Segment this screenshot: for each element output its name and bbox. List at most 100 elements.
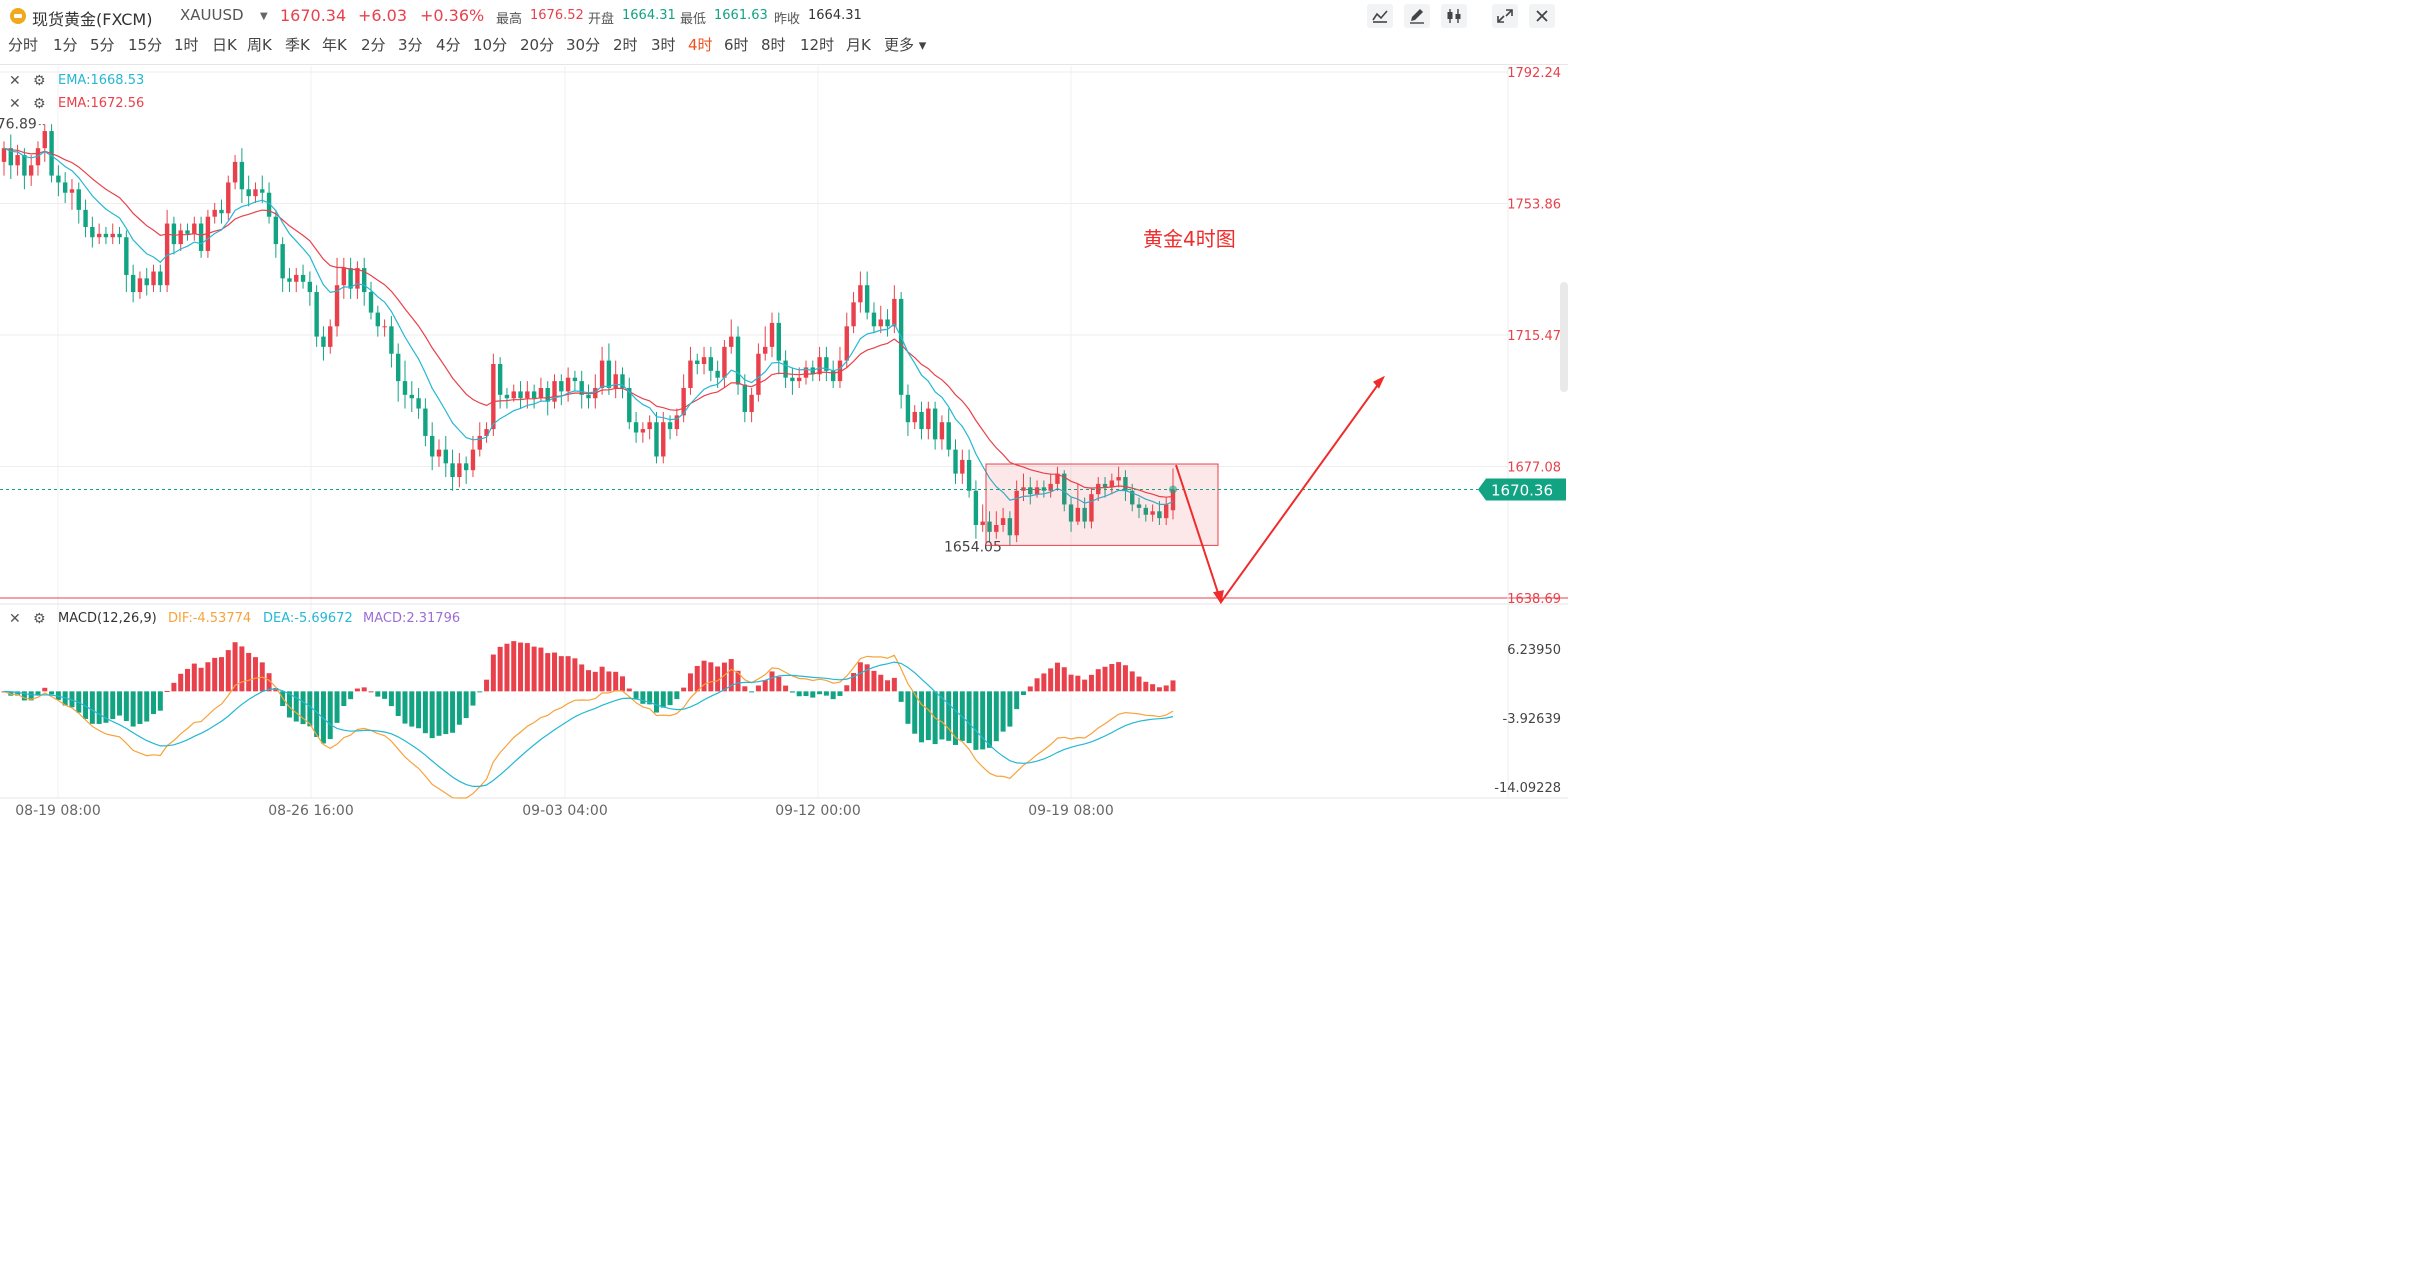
close-icon[interactable]: ✕ xyxy=(9,611,21,627)
candle-body xyxy=(606,360,612,388)
candle-body xyxy=(450,463,455,478)
close-icon[interactable]: ✕ xyxy=(9,73,21,89)
dif-legend: DIF:-4.53774 xyxy=(168,611,252,626)
candle-body xyxy=(226,182,231,214)
candle-body xyxy=(586,394,591,399)
candle-body xyxy=(22,155,27,176)
macd-bar xyxy=(660,691,666,708)
macd-bar xyxy=(49,691,55,695)
x-tick-label: 08-19 08:00 xyxy=(15,803,100,819)
candle-body xyxy=(1048,483,1053,491)
candle-body xyxy=(756,353,761,395)
macd-bar xyxy=(647,691,653,705)
macd-bar xyxy=(565,656,571,692)
line-tool-icon[interactable] xyxy=(1367,4,1393,28)
gear-icon[interactable]: ⚙ xyxy=(33,96,46,112)
period-19[interactable]: 8时 xyxy=(761,36,786,54)
period-5[interactable]: 日K xyxy=(212,36,237,54)
period-14[interactable]: 30分 xyxy=(566,36,601,54)
x-tick-label: 09-12 00:00 xyxy=(775,803,860,819)
macd-bar xyxy=(667,691,673,706)
candle-body xyxy=(151,271,156,286)
candle-body xyxy=(783,360,788,378)
y-tick-label: 1792.24 xyxy=(1507,66,1561,81)
period-6[interactable]: 周K xyxy=(247,36,272,54)
period-15[interactable]: 2时 xyxy=(613,36,638,54)
last-price: 1670.34 xyxy=(280,6,347,25)
macd-bar xyxy=(783,685,789,692)
period-17[interactable]: 4时 xyxy=(688,36,713,54)
candle-body xyxy=(1041,487,1047,491)
y-tick-label: 1677.08 xyxy=(1507,460,1561,475)
gear-icon[interactable]: ⚙ xyxy=(33,73,46,89)
macd-bar xyxy=(1116,662,1122,692)
macd-bar xyxy=(151,691,157,715)
period-2[interactable]: 5分 xyxy=(90,36,115,54)
macd-bar xyxy=(484,679,490,692)
period-10[interactable]: 3分 xyxy=(398,36,423,54)
period-0[interactable]: 分时 xyxy=(8,36,39,54)
period-1[interactable]: 1分 xyxy=(53,36,78,54)
macd-bar xyxy=(687,673,693,692)
macd-bar xyxy=(293,691,299,722)
candle-body xyxy=(232,161,238,183)
candle-body xyxy=(1150,511,1155,515)
candle-body xyxy=(137,278,143,293)
candle-body xyxy=(545,387,550,402)
close-icon[interactable]: ✕ xyxy=(9,96,21,112)
x-tick-label: 09-03 04:00 xyxy=(522,803,607,819)
macd-bar xyxy=(953,691,959,745)
gear-icon[interactable]: ⚙ xyxy=(33,611,46,627)
macd-bar xyxy=(701,660,707,692)
candle-body xyxy=(382,326,387,328)
chevron-down-icon[interactable]: ▼ xyxy=(260,11,268,22)
candle-body xyxy=(708,357,714,371)
macd-bar xyxy=(735,670,741,692)
candle-body xyxy=(171,223,177,245)
candle-body xyxy=(321,336,326,347)
dif-line xyxy=(3,654,1174,799)
close-icon[interactable] xyxy=(1529,4,1555,28)
macd-bar xyxy=(218,657,224,692)
candle-body xyxy=(667,422,673,430)
candle-type-icon[interactable] xyxy=(1441,4,1467,28)
candle-body xyxy=(457,463,462,478)
period-8[interactable]: 年K xyxy=(322,36,347,54)
high-value: 1676.52 xyxy=(530,8,584,23)
macd-bar xyxy=(925,691,931,741)
period-9[interactable]: 2分 xyxy=(361,36,386,54)
candle-body xyxy=(994,525,999,532)
macd-bar xyxy=(185,668,191,692)
period-16[interactable]: 3时 xyxy=(651,36,676,54)
period-7[interactable]: 季K xyxy=(285,36,310,54)
period-11[interactable]: 4分 xyxy=(436,36,461,54)
candle-body xyxy=(960,459,965,474)
period-13[interactable]: 20分 xyxy=(520,36,555,54)
period-21[interactable]: 月K xyxy=(846,36,871,54)
current-price-tag xyxy=(1478,478,1566,501)
price-axis-scroll-handle[interactable] xyxy=(1560,282,1568,392)
pen-icon[interactable] xyxy=(1404,4,1430,28)
candle-body xyxy=(62,182,68,193)
candle-body xyxy=(212,209,217,217)
candle-body xyxy=(803,367,809,378)
macd-bar xyxy=(1061,667,1067,692)
period-18[interactable]: 6时 xyxy=(724,36,749,54)
macd-bar xyxy=(375,691,381,697)
macd-bar xyxy=(96,691,102,724)
instrument-code[interactable]: XAUUSD xyxy=(180,6,244,24)
period-4[interactable]: 1时 xyxy=(174,36,199,54)
candle-body xyxy=(395,353,401,382)
current-price-value: 1670.36 xyxy=(1491,482,1553,500)
period-12[interactable]: 10分 xyxy=(473,36,508,54)
period-20[interactable]: 12时 xyxy=(800,36,835,54)
period-22[interactable]: 更多 ▾ xyxy=(884,36,927,54)
macd-bar xyxy=(851,673,857,692)
macd-bar xyxy=(320,691,326,744)
expand-icon[interactable] xyxy=(1492,4,1518,28)
period-3[interactable]: 15分 xyxy=(128,36,163,54)
candle-body xyxy=(1170,489,1176,511)
macd-bar xyxy=(830,691,836,700)
candle-body xyxy=(1164,504,1169,519)
